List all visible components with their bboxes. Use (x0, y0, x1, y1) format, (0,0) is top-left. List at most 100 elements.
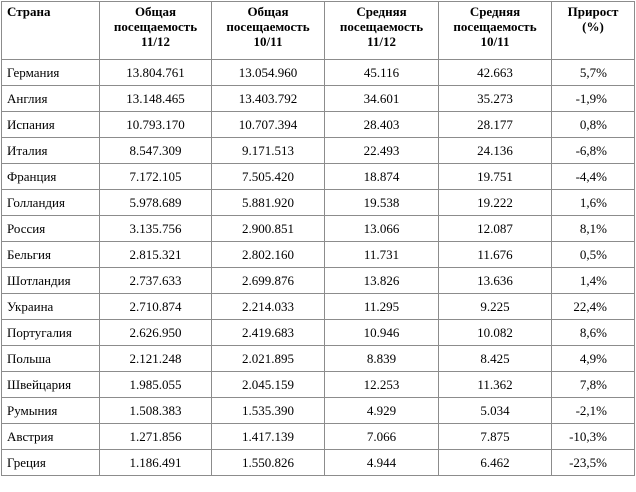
average-attendance-11-12-cell: 22.493 (324, 137, 439, 164)
total-attendance-10-11-cell: 1.417.139 (211, 423, 325, 450)
growth-cell: 8,6% (551, 319, 635, 346)
total-attendance-10-11-cell: 2.214.033 (211, 293, 325, 320)
average-attendance-11-12-cell: 8.839 (324, 345, 439, 372)
average-attendance-11-12-cell: 34.601 (324, 85, 439, 112)
table-header-row: Страна Общая посещаемость 11/12 Общая по… (1, 1, 635, 60)
growth-cell: 5,7% (551, 59, 635, 86)
average-attendance-10-11-cell: 19.222 (438, 189, 552, 216)
country-cell: Франция (1, 163, 100, 190)
total-attendance-10-11-cell: 1.550.826 (211, 449, 325, 476)
average-attendance-11-12-cell: 4.944 (324, 449, 439, 476)
country-cell: Россия (1, 215, 100, 242)
total-attendance-10-11-cell: 13.403.792 (211, 85, 325, 112)
growth-cell: -2,1% (551, 397, 635, 424)
growth-cell: -1,9% (551, 85, 635, 112)
average-attendance-10-11-cell: 42.663 (438, 59, 552, 86)
total-attendance-11-12-cell: 2.815.321 (99, 241, 212, 268)
average-attendance-10-11-cell: 6.462 (438, 449, 552, 476)
average-attendance-11-12-cell: 10.946 (324, 319, 439, 346)
total-attendance-11-12-cell: 1.186.491 (99, 449, 212, 476)
country-cell: Португалия (1, 319, 100, 346)
average-attendance-11-12-cell: 19.538 (324, 189, 439, 216)
average-attendance-10-11-cell: 12.087 (438, 215, 552, 242)
total-attendance-10-11-cell: 1.535.390 (211, 397, 325, 424)
growth-cell: -23,5% (551, 449, 635, 476)
average-attendance-11-12-cell: 7.066 (324, 423, 439, 450)
growth-cell: -6,8% (551, 137, 635, 164)
average-attendance-11-12-cell: 28.403 (324, 111, 439, 138)
growth-cell: 4,9% (551, 345, 635, 372)
growth-cell: -4,4% (551, 163, 635, 190)
average-attendance-10-11-cell: 35.273 (438, 85, 552, 112)
country-cell: Шотландия (1, 267, 100, 294)
total-attendance-10-11-cell: 2.699.876 (211, 267, 325, 294)
table-row: Австрия 1.271.856 1.417.139 7.066 7.875 -10,3… (1, 423, 635, 450)
average-attendance-11-12-cell: 18.874 (324, 163, 439, 190)
table-row: Португалия 2.626.950 2.419.683 10.946 10.082… (1, 319, 635, 346)
total-attendance-11-12-cell: 1.508.383 (99, 397, 212, 424)
table-row: Швейцария 1.985.055 2.045.159 12.253 11.362 7… (1, 371, 635, 398)
table-row: Испания 10.793.170 10.707.394 28.403 28.177 0… (1, 111, 635, 138)
total-attendance-11-12-cell: 1.271.856 (99, 423, 212, 450)
total-attendance-10-11-cell: 10.707.394 (211, 111, 325, 138)
average-attendance-10-11-cell: 10.082 (438, 319, 552, 346)
total-attendance-11-12-cell: 1.985.055 (99, 371, 212, 398)
average-attendance-10-11-cell: 11.362 (438, 371, 552, 398)
total-attendance-10-11-cell: 2.045.159 (211, 371, 325, 398)
average-attendance-11-12-cell: 11.731 (324, 241, 439, 268)
table-row: Шотландия 2.737.633 2.699.876 13.826 13.636 1… (1, 267, 635, 294)
total-attendance-11-12-cell: 2.121.248 (99, 345, 212, 372)
average-attendance-10-11-cell: 28.177 (438, 111, 552, 138)
country-cell: Испания (1, 111, 100, 138)
total-attendance-10-11-cell: 5.881.920 (211, 189, 325, 216)
header-average-attendance-11-12: Средняя посещаемость 11/12 (324, 1, 439, 60)
total-attendance-11-12-cell: 3.135.756 (99, 215, 212, 242)
country-cell: Румыния (1, 397, 100, 424)
country-cell: Польша (1, 345, 100, 372)
growth-cell: -10,3% (551, 423, 635, 450)
header-total-attendance-11-12: Общая посещаемость 11/12 (99, 1, 212, 60)
average-attendance-10-11-cell: 19.751 (438, 163, 552, 190)
growth-cell: 1,4% (551, 267, 635, 294)
total-attendance-10-11-cell: 9.171.513 (211, 137, 325, 164)
header-average-attendance-10-11: Средняя посещаемость 10/11 (438, 1, 552, 60)
average-attendance-11-12-cell: 12.253 (324, 371, 439, 398)
total-attendance-11-12-cell: 7.172.105 (99, 163, 212, 190)
header-growth-percent: Прирост (%) (551, 1, 635, 60)
attendance-table: Страна Общая посещаемость 11/12 Общая по… (1, 1, 635, 476)
growth-cell: 1,6% (551, 189, 635, 216)
total-attendance-11-12-cell: 13.804.761 (99, 59, 212, 86)
country-cell: Италия (1, 137, 100, 164)
country-cell: Украина (1, 293, 100, 320)
average-attendance-10-11-cell: 8.425 (438, 345, 552, 372)
growth-cell: 8,1% (551, 215, 635, 242)
total-attendance-11-12-cell: 2.710.874 (99, 293, 212, 320)
growth-cell: 22,4% (551, 293, 635, 320)
total-attendance-10-11-cell: 2.802.160 (211, 241, 325, 268)
table-row: Голландия 5.978.689 5.881.920 19.538 19.222 1… (1, 189, 635, 216)
growth-cell: 0,8% (551, 111, 635, 138)
total-attendance-11-12-cell: 2.626.950 (99, 319, 212, 346)
header-country: Страна (1, 1, 100, 60)
country-cell: Австрия (1, 423, 100, 450)
average-attendance-11-12-cell: 45.116 (324, 59, 439, 86)
table-row: Польша 2.121.248 2.021.895 8.839 8.425 4,9% (1, 345, 635, 372)
average-attendance-10-11-cell: 24.136 (438, 137, 552, 164)
average-attendance-10-11-cell: 11.676 (438, 241, 552, 268)
total-attendance-10-11-cell: 7.505.420 (211, 163, 325, 190)
country-cell: Голландия (1, 189, 100, 216)
total-attendance-10-11-cell: 2.021.895 (211, 345, 325, 372)
header-total-attendance-10-11: Общая посещаемость 10/11 (211, 1, 325, 60)
table-row: Греция 1.186.491 1.550.826 4.944 6.462 -23,5% (1, 449, 635, 476)
total-attendance-10-11-cell: 13.054.960 (211, 59, 325, 86)
total-attendance-11-12-cell: 8.547.309 (99, 137, 212, 164)
total-attendance-11-12-cell: 5.978.689 (99, 189, 212, 216)
average-attendance-10-11-cell: 9.225 (438, 293, 552, 320)
average-attendance-11-12-cell: 11.295 (324, 293, 439, 320)
table-row: Украина 2.710.874 2.214.033 11.295 9.225 22,4… (1, 293, 635, 320)
total-attendance-10-11-cell: 2.900.851 (211, 215, 325, 242)
average-attendance-10-11-cell: 7.875 (438, 423, 552, 450)
table-row: Россия 3.135.756 2.900.851 13.066 12.087 8,1% (1, 215, 635, 242)
average-attendance-11-12-cell: 13.826 (324, 267, 439, 294)
table-body: Германия 13.804.761 13.054.960 45.116 42.663… (1, 59, 635, 476)
